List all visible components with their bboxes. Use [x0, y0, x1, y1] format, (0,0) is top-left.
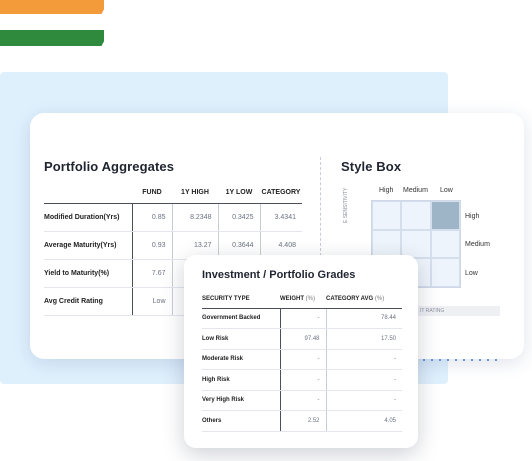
style-vertical-label: E SENSITIVITY	[343, 187, 349, 223]
flag-graphic	[0, 0, 104, 46]
col-1y-high: 1Y HIGH	[172, 183, 218, 204]
table-row: High Risk - -	[202, 369, 402, 391]
col-1y-low: 1Y LOW	[218, 183, 260, 204]
style-row-medium: Medium	[465, 241, 490, 248]
table-row: Modified Duration(Yrs) 0.85 8.2348 0.342…	[44, 203, 302, 232]
style-row-high: High	[465, 213, 480, 220]
col-weight: WEIGHT (%)	[280, 290, 326, 309]
section-divider	[320, 157, 321, 347]
table-row: Moderate Risk - -	[202, 349, 402, 370]
table-row: Government Backed - 78.44	[202, 308, 402, 329]
style-col-low: Low	[440, 187, 453, 194]
style-cell	[401, 229, 431, 259]
table-row: Low Risk 97.48 17.50	[202, 328, 402, 350]
grades-card: Investment / Portfolio Grades SECURITY T…	[184, 255, 418, 448]
table-row: Average Maturity(Yrs) 0.93 13.27 0.3644 …	[44, 231, 302, 260]
table-row: Very High Risk - -	[202, 390, 402, 411]
style-box-title: Style Box	[341, 159, 402, 174]
style-cell	[372, 229, 402, 259]
grades-title: Investment / Portfolio Grades	[202, 269, 356, 281]
table-row: Others 2.52 4.05	[202, 410, 402, 432]
col-category-avg: CATEGORY AVG (%)	[326, 290, 402, 309]
style-cell	[401, 201, 431, 230]
style-cell	[430, 229, 460, 259]
grades-table: SECURITY TYPE WEIGHT (%) CATEGORY AVG (%…	[202, 290, 402, 432]
portfolio-aggregates-title: Portfolio Aggregates	[44, 159, 175, 174]
col-security-type: SECURITY TYPE	[202, 290, 280, 309]
col-fund: FUND	[132, 183, 172, 204]
style-bottom-label: IT RATING	[360, 306, 500, 316]
style-col-medium: Medium	[403, 187, 428, 194]
style-row-low: Low	[465, 270, 478, 277]
style-cell	[430, 258, 460, 287]
style-cell-active	[430, 201, 460, 230]
style-col-high: High	[379, 187, 394, 194]
portfolio-card: Portfolio Aggregates FUND 1Y HIGH 1Y LOW…	[30, 113, 524, 359]
style-cell	[372, 201, 402, 230]
col-category: CATEGORY	[260, 183, 302, 204]
